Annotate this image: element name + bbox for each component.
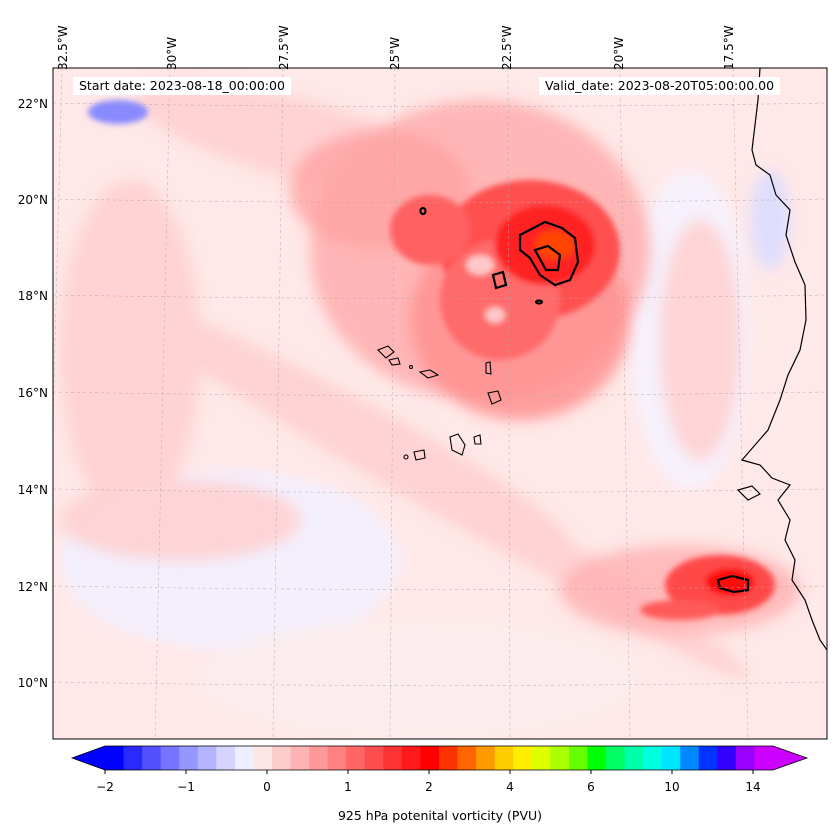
- colorbar-segment: [661, 746, 681, 770]
- colorbar-segment: [680, 746, 700, 770]
- colorbar-segment: [494, 746, 514, 770]
- colorbar-segment: [401, 746, 421, 770]
- lat-label-16n: 16°N: [17, 386, 48, 400]
- lat-label-10n: 10°N: [17, 676, 48, 690]
- lon-label-22-5w: 22.5°W: [500, 25, 514, 70]
- colorbar-segment: [754, 746, 774, 770]
- colorbar-segment: [513, 746, 533, 770]
- colorbar-tick: 10: [664, 780, 680, 794]
- colorbar-segment: [216, 746, 236, 770]
- lon-label-30w: 30°W: [165, 36, 179, 70]
- lat-label-12n: 12°N: [17, 580, 48, 594]
- colorbar-segment: [383, 746, 403, 770]
- colorbar-tick: 2: [425, 780, 433, 794]
- lon-label-32-5w: 32.5°W: [56, 25, 70, 70]
- colorbar-segment: [606, 746, 626, 770]
- colorbar-segment: [476, 746, 496, 770]
- colorbar-segment: [643, 746, 663, 770]
- colorbar-segment: [587, 746, 607, 770]
- colorbar-segment: [123, 746, 143, 770]
- colorbar-extend-low: [72, 746, 105, 770]
- map-frame: [52, 67, 828, 740]
- colorbar-segment: [457, 746, 477, 770]
- colorbar-segment: [160, 746, 180, 770]
- lat-label-14n: 14°N: [17, 483, 48, 497]
- colorbar-segment: [439, 746, 459, 770]
- colorbar-tick: −1: [177, 780, 195, 794]
- colorbar-segment: [197, 746, 217, 770]
- colorbar-segment: [234, 746, 254, 770]
- lat-label-18n: 18°N: [17, 289, 48, 303]
- colorbar-segment: [624, 746, 644, 770]
- lat-label-22n: 22°N: [17, 97, 48, 111]
- colorbar-segment: [698, 746, 718, 770]
- lon-label-27-5w: 27.5°W: [277, 25, 291, 70]
- colorbar-segment: [550, 746, 570, 770]
- colorbar-tick: 14: [745, 780, 761, 794]
- gridlines: [53, 68, 827, 739]
- colorbar-segment: [272, 746, 292, 770]
- valid-date-label: Valid_date: 2023-08-20T05:00:00.00: [539, 77, 781, 95]
- lon-label-20w: 20°W: [612, 36, 626, 70]
- lon-label-25w: 25°W: [388, 36, 402, 70]
- colorbar-segment: [327, 746, 347, 770]
- colorbar-segment: [364, 746, 384, 770]
- colorbar-segment: [290, 746, 310, 770]
- colorbar-tick: 0: [263, 780, 271, 794]
- colorbar-segment: [531, 746, 551, 770]
- colorbar-segment: [346, 746, 366, 770]
- colorbar-segment: [717, 746, 737, 770]
- pv-field: [53, 68, 827, 739]
- colorbar-extend-high: [773, 746, 807, 770]
- colorbar-tick: 4: [506, 780, 514, 794]
- colorbar-segment: [179, 746, 199, 770]
- colorbar-segment: [735, 746, 755, 770]
- lon-label-17-5w: 17.5°W: [722, 25, 736, 70]
- colorbar: [70, 745, 809, 774]
- colorbar-tick: 1: [344, 780, 352, 794]
- colorbar-segment: [309, 746, 329, 770]
- colorbar-segment: [253, 746, 273, 770]
- colorbar-segment: [105, 746, 125, 770]
- start-date-label: Start date: 2023-08-18_00:00:00: [73, 77, 291, 95]
- lat-label-20n: 20°N: [17, 193, 48, 207]
- colorbar-segment: [420, 746, 440, 770]
- coastline: [736, 68, 827, 651]
- cape-verde-islands: [377, 345, 502, 461]
- colorbar-title: 925 hPa potenital vorticity (PVU): [337, 808, 543, 823]
- colorbar-segment: [142, 746, 162, 770]
- pv-contours: [419, 206, 750, 594]
- colorbar-tick: −2: [96, 780, 114, 794]
- colorbar-segment: [568, 746, 588, 770]
- colorbar-tick: 6: [587, 780, 595, 794]
